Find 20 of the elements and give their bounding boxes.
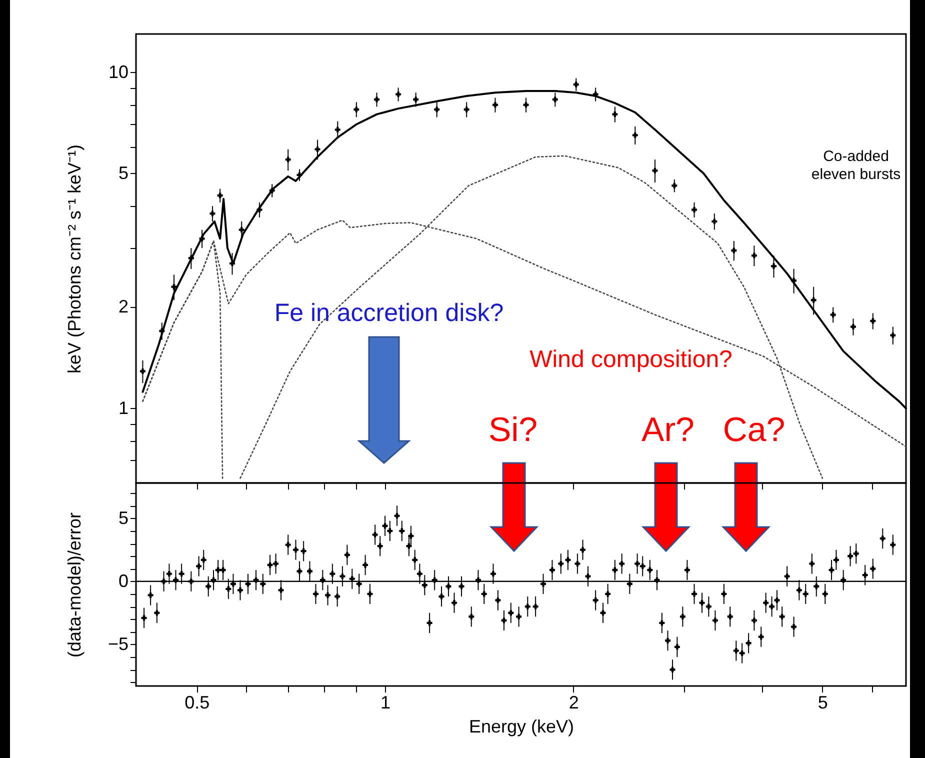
annotation: Co-added eleven bursts [811,148,901,183]
annotation: Ca? [722,411,786,449]
x-tick-label: 5 [818,692,828,712]
annotation: Fe in accretion disk? [274,299,504,327]
y-tick-label: 2 [118,296,128,317]
y-tick-label: 5 [118,162,128,183]
y-axis-title: keV (Photons cm⁻² s⁻¹ keV⁻¹) [64,144,84,374]
y-tick-label: −5 [108,634,128,654]
y-axis-title: (data-model)/error [64,512,84,658]
annotation: Wind composition? [530,346,732,373]
x-tick-label: 2 [568,692,579,712]
x-tick-label: 0.5 [184,692,210,712]
y-tick-label: 5 [118,508,128,528]
y-tick-label: 1 [118,398,128,418]
y-tick-label: 0 [118,570,128,591]
annotation: Ar? [642,411,694,449]
x-axis-title: Energy (keV) [468,716,574,736]
annotation: Si? [488,411,538,449]
y-tick-label: 10 [108,62,128,82]
x-tick-label: 1 [380,692,391,712]
